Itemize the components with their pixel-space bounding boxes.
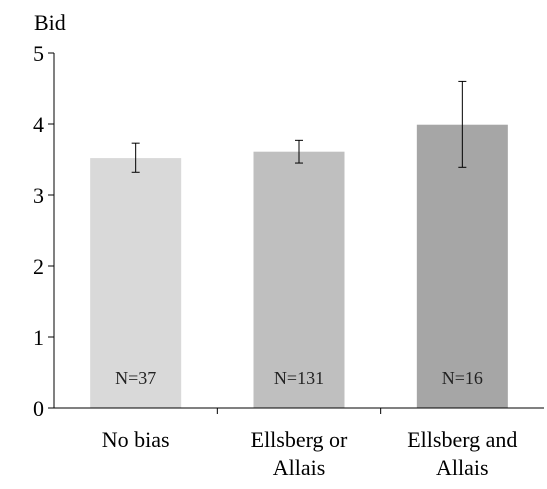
y-tick-label: 2: [33, 254, 44, 279]
bar: [416, 124, 508, 409]
x-axis-tick-labels: No bias Ellsberg or Allais Ellsberg and Alla…: [102, 427, 518, 480]
bars: N=37 N=131 N=16: [90, 80, 508, 409]
y-tick-label: 1: [33, 325, 44, 350]
y-tick-label: 4: [33, 112, 44, 137]
x-tick-label: Ellsberg or Allais: [251, 427, 348, 480]
y-tick-label: 0: [33, 396, 44, 421]
y-tick-label: 5: [33, 41, 44, 66]
y-axis-ticks: 0 1 2 3 4 5: [33, 41, 54, 421]
bar-sample-size-label: N=131: [274, 368, 324, 388]
x-tick-label: No bias: [102, 427, 170, 452]
x-tick-label: Ellsberg and Allais: [407, 427, 517, 480]
bar: [90, 158, 182, 408]
bar-sample-size-label: N=37: [115, 368, 156, 388]
y-axis-label: Bid: [34, 10, 66, 35]
bar: [253, 151, 345, 408]
axes: [53, 53, 544, 414]
y-tick-label: 3: [33, 183, 44, 208]
bar-sample-size-label: N=16: [442, 368, 483, 388]
